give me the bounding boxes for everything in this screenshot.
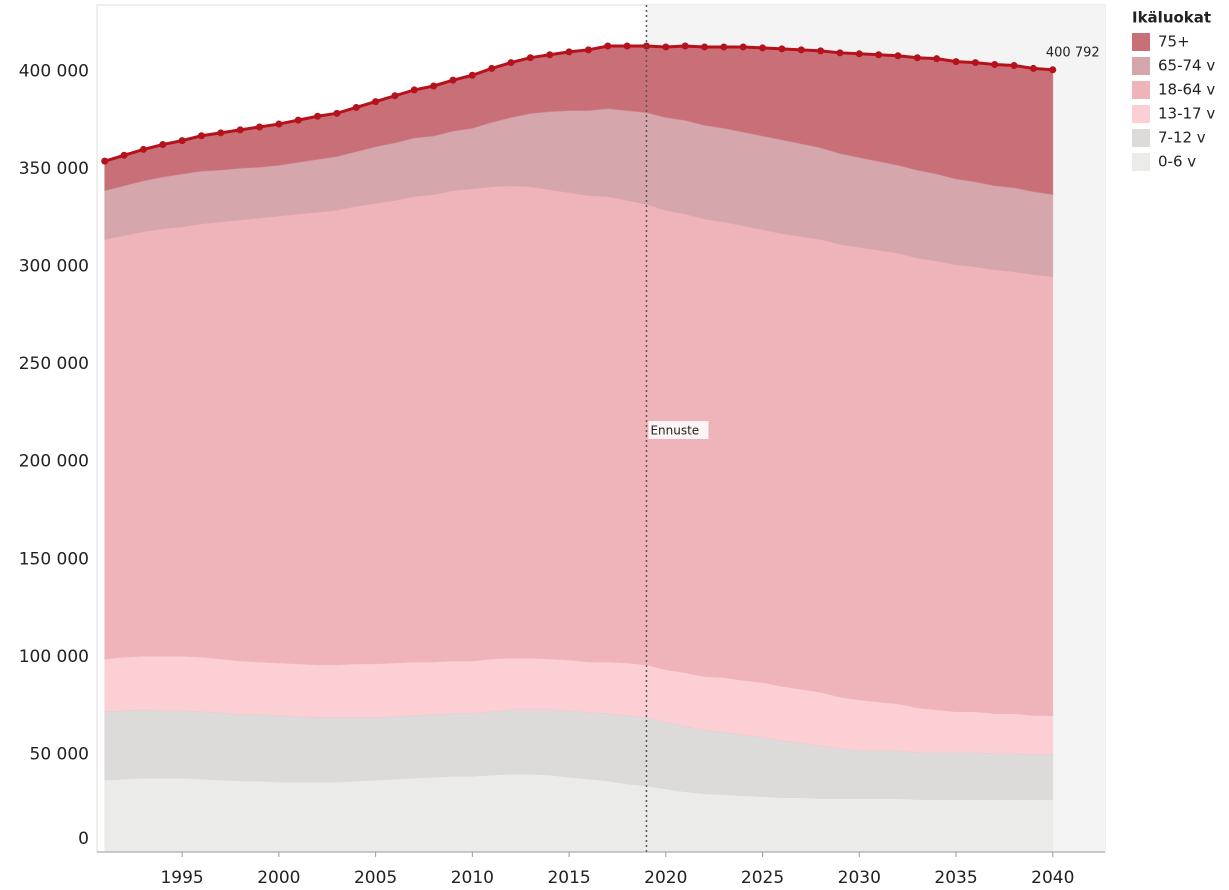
total-dot (913, 54, 921, 62)
total-dot (256, 123, 264, 131)
total-dot (526, 54, 534, 62)
x-tick-label: 2000 (257, 868, 300, 888)
legend-swatch (1132, 33, 1150, 51)
x-tick-label: 2035 (934, 868, 977, 888)
total-dot (101, 157, 109, 165)
y-tick-label: 100 000 (19, 647, 89, 667)
x-tick-label: 2010 (451, 868, 494, 888)
total-dot (197, 132, 205, 140)
total-dot (739, 43, 747, 51)
total-dot (178, 137, 186, 145)
y-tick-label: 400 000 (19, 61, 89, 81)
total-dot (314, 112, 322, 120)
x-tick-label: 2030 (838, 868, 881, 888)
legend-swatch (1132, 153, 1150, 171)
total-dot (797, 46, 805, 54)
total-dot (1049, 66, 1057, 74)
total-dot (565, 48, 573, 56)
total-dot (468, 71, 476, 79)
total-dot (236, 126, 244, 134)
x-tick-label: 2005 (354, 868, 397, 888)
y-tick-label: 150 000 (19, 549, 89, 569)
total-dot (488, 64, 496, 72)
legend-swatch (1132, 129, 1150, 147)
total-dot (991, 61, 999, 69)
total-dot (294, 116, 302, 124)
total-dot (971, 59, 979, 67)
y-tick-label: 50 000 (30, 744, 89, 764)
total-dot (681, 42, 689, 50)
y-tick-label: 350 000 (19, 159, 89, 179)
x-tick-label: 2020 (644, 868, 687, 888)
end-label: 400 792 (1046, 45, 1100, 60)
total-dot (217, 129, 225, 137)
total-dot (333, 109, 341, 117)
total-dot (952, 58, 960, 66)
legend-swatch (1132, 81, 1150, 99)
x-tick-label: 2025 (741, 868, 784, 888)
total-dot (372, 98, 380, 106)
total-dot (410, 86, 418, 94)
total-dot (623, 42, 631, 50)
total-dot (817, 47, 825, 55)
total-dot (139, 145, 147, 153)
y-tick-label: 0 (78, 829, 89, 849)
legend-title: Ikäluokat (1132, 9, 1211, 27)
total-dot (120, 151, 128, 159)
total-dot (352, 103, 360, 111)
area (104, 185, 1054, 716)
total-dot (933, 55, 941, 63)
total-dot (855, 50, 863, 58)
legend-swatch (1132, 105, 1150, 123)
forecast-label-bg (648, 421, 709, 439)
total-dot (1029, 64, 1037, 72)
total-dot (894, 52, 902, 60)
total-dot (875, 51, 883, 59)
total-dot (159, 141, 167, 149)
x-tick-label: 2015 (547, 868, 590, 888)
total-dot (449, 76, 457, 84)
y-tick-label: 300 000 (19, 257, 89, 277)
total-dot (507, 59, 515, 67)
total-dot (546, 51, 554, 59)
y-tick-label: 250 000 (19, 354, 89, 374)
x-tick-label: 1995 (160, 868, 203, 888)
total-dot (662, 43, 670, 51)
legend-label: 65-74 v (1158, 57, 1215, 75)
total-dot (778, 45, 786, 53)
forecast-label: Ennuste (650, 424, 699, 438)
y-tick-label: 200 000 (19, 452, 89, 472)
legend-label: 18-64 v (1158, 81, 1215, 99)
legend-label: 75+ (1158, 33, 1190, 51)
legend-label: 0-6 v (1158, 153, 1196, 171)
total-dot (701, 43, 709, 51)
legend-label: 7-12 v (1158, 129, 1206, 147)
x-tick-label: 2040 (1031, 868, 1074, 888)
total-dot (430, 82, 438, 90)
total-dot (604, 42, 612, 50)
total-dot (1010, 62, 1018, 69)
total-dot (759, 44, 767, 52)
legend-swatch (1132, 57, 1150, 75)
total-dot (720, 43, 728, 51)
total-dot (836, 49, 844, 57)
total-dot (391, 92, 399, 100)
total-dot (584, 46, 592, 54)
legend-label: 13-17 v (1158, 105, 1215, 123)
total-dot (275, 120, 283, 128)
